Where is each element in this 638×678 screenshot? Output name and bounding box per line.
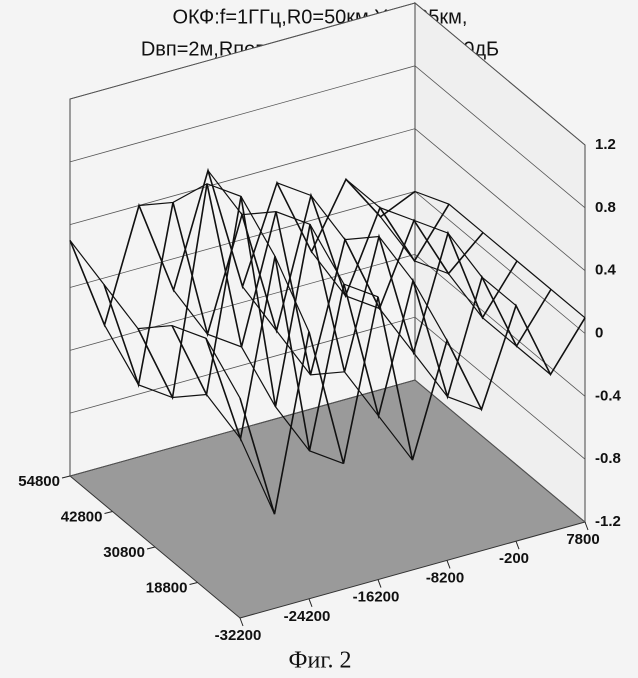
z-tick-label: -0.8 <box>595 450 621 467</box>
x-tick-label: 7800 <box>566 531 599 548</box>
z-tick-label: 0 <box>595 324 603 341</box>
x-tick-label: -200 <box>499 550 529 567</box>
x-tick-label: -32200 <box>215 627 262 644</box>
y-tick-label: 42800 <box>61 508 103 525</box>
y-tick-label: 18800 <box>146 579 188 596</box>
caption: Фиг. 2 <box>289 648 352 674</box>
y-tick-label: 54800 <box>18 473 60 490</box>
z-tick-label: 0.4 <box>595 262 617 279</box>
x-tick-label: -16200 <box>353 589 400 606</box>
z-tick-label: 1.2 <box>595 136 616 153</box>
z-tick-label: -1.2 <box>595 513 621 530</box>
z-tick-label: -0.4 <box>595 387 622 404</box>
y-tick-label: 30800 <box>103 544 145 561</box>
x-tick-label: -24200 <box>284 608 331 625</box>
x-tick-label: -8200 <box>426 569 464 586</box>
z-tick-label: 0.8 <box>595 199 616 216</box>
chart: ОКФ:f=1ГГц,R0=50км,Y0=-25км, Dвп=2м,Rпов… <box>0 0 638 678</box>
